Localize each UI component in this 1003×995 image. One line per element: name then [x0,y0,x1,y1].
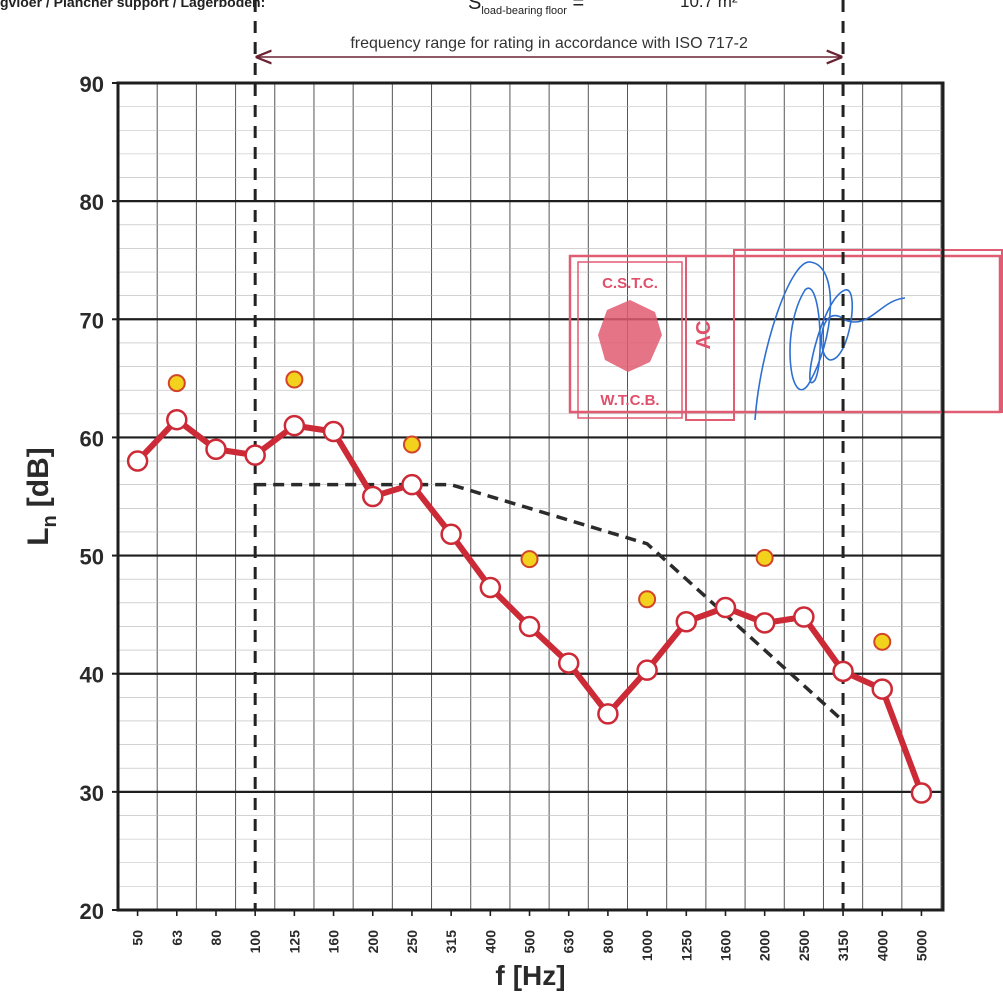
x-tick-label: 1600 [717,930,733,961]
stamp: C.S.T.C. W.T.C.B. AC [568,249,1003,421]
grid [118,83,943,910]
stamp-initials: AC [693,321,715,350]
measured-point [401,473,423,496]
measured-point [362,485,384,508]
octave-point [520,550,539,569]
x-tick-label: 2000 [757,930,773,961]
x-tick-label: 100 [247,930,263,954]
measured-point [714,596,737,619]
octave-point [873,632,892,651]
x-tick-label: 2500 [796,930,812,961]
stamp-logo-box [577,261,683,419]
y-axis-title-sub: n [39,515,61,527]
octave-point [285,370,304,389]
x-tick-label: 200 [365,930,381,954]
measured-point [166,408,188,431]
x-tick-label: 1250 [678,930,694,961]
measured-point [244,444,266,466]
x-tick-label: 50 [130,930,146,946]
x-tick-label: 315 [443,930,459,954]
x-tick-label: 125 [286,930,302,954]
reference-curve-layer [253,0,845,910]
floor-label: gvloer / Plancher support / Lagerboden: [0,0,266,10]
x-tick-label: 1000 [639,930,655,961]
y-tick-label: 20 [80,899,104,924]
stamp-top-text: C.S.T.C. [602,275,658,292]
measured-point [753,612,776,634]
measured-point [793,606,815,628]
area-equals: = [572,0,585,14]
x-axis-title-main: f [495,960,505,991]
measured-point [636,659,658,681]
measured-point [440,523,462,546]
measured-point [557,652,580,674]
y-axis-title-main: L [22,527,55,545]
x-tick-label: 400 [482,930,498,954]
y-tick-label: 40 [80,663,104,688]
y-axis-title: Ln [dB] [22,447,61,546]
x-tick-label: 250 [404,930,420,954]
x-tick-label: 500 [522,930,538,954]
area-symbol: S [468,0,482,14]
x-tick-label: 5000 [913,930,929,961]
stamp-signature-box [733,249,1003,413]
octave-point [755,548,774,567]
x-tick-label: 3150 [835,930,851,961]
y-tick-label: 30 [80,781,104,806]
measured-point [283,414,306,437]
measured-point [832,660,854,683]
x-tick-label: 160 [326,930,342,954]
area-label: Sload-bearing floor = [468,0,584,17]
stamp-emblem-icon [598,300,662,372]
x-tick-label: 800 [600,930,616,954]
measured-point [597,703,619,725]
x-tick-label: 4000 [874,930,890,961]
measured-series-layer [126,370,933,804]
y-tick-label: 80 [80,190,104,215]
x-tick-label: 63 [169,930,185,946]
x-tick-label: 80 [208,930,224,946]
x-axis-title: f [Hz] [495,960,565,991]
reference-curve [255,482,845,723]
measured-point [871,678,894,700]
signature-icon [754,261,906,421]
octave-point [402,435,421,454]
area-value: 10.7 m² [680,0,738,11]
measured-point [205,438,227,460]
y-tick-label: 50 [80,545,104,570]
measured-point [126,450,149,472]
octave-point [638,590,657,609]
y-axis-title-unit: [dB] [22,447,55,507]
y-tick-label: 90 [80,72,104,97]
measured-point [518,615,541,638]
octave-point [167,374,186,393]
y-tick-label: 70 [80,308,104,333]
range-annotation: frequency range for rating in accordance… [350,35,748,52]
measured-point [479,576,502,599]
y-tick-label: 60 [80,426,104,451]
area-subscript: load-bearing floor [481,5,567,17]
stamp-bottom-text: W.T.C.B. [600,392,659,409]
x-tick-label: 630 [561,930,577,954]
measured-point [322,420,345,443]
measured-point [910,782,933,804]
axis-ticks: 20 30 40 50 60 70 80 90 50 63 80 100 125 160 200 250 315… [80,72,930,961]
plot-frame [116,81,945,912]
measured-point [675,610,698,633]
x-axis-title-unit: [Hz] [513,960,566,991]
